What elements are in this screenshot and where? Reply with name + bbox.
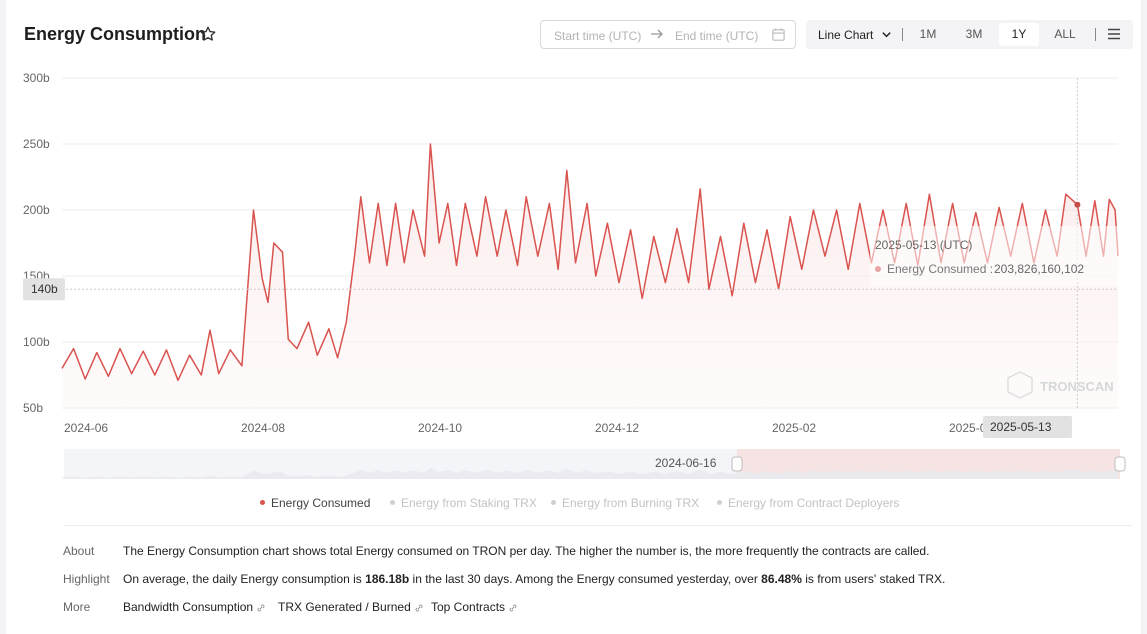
x-tick-label: 2024-12 bbox=[595, 421, 639, 435]
y-tick-label: 300b bbox=[23, 71, 50, 85]
zoom-minimap bbox=[62, 467, 1118, 479]
section-divider bbox=[64, 525, 1132, 526]
legend-dot bbox=[260, 500, 265, 506]
y-tick-label: 200b bbox=[23, 203, 50, 217]
series-area bbox=[62, 144, 1118, 408]
zoom-handle-left bbox=[731, 456, 743, 472]
x-tick-label: 2024-08 bbox=[241, 421, 285, 435]
range-button-1m[interactable]: 1M bbox=[919, 27, 937, 41]
legend-dot bbox=[717, 500, 722, 506]
toolbar-divider bbox=[1095, 28, 1096, 41]
chart-card: Energy Consumption Start time (UTC) End … bbox=[6, 0, 1141, 634]
toolbar-divider bbox=[902, 28, 903, 41]
legend-item[interactable]: Energy Consumed bbox=[260, 496, 370, 510]
link-icon bbox=[509, 604, 517, 612]
end-time-input[interactable]: End time (UTC) bbox=[675, 29, 759, 43]
range-button-1y[interactable]: 1Y bbox=[999, 23, 1039, 46]
series-line-energy-consumed bbox=[61, 143, 1119, 382]
legend-label: Energy from Burning TRX bbox=[562, 496, 700, 510]
x-tick-label: 2024-10 bbox=[418, 421, 462, 435]
about-label: About bbox=[63, 544, 95, 558]
legend-label: Energy from Contract Deployers bbox=[728, 496, 900, 510]
link-icon bbox=[257, 604, 265, 612]
crosshair-x-label: 2025-05-13 bbox=[990, 420, 1052, 434]
legend-label: Energy from Staking TRX bbox=[401, 496, 537, 510]
legend-item[interactable]: Energy from Contract Deployers bbox=[717, 496, 899, 510]
star-icon[interactable] bbox=[199, 25, 217, 43]
more-label: More bbox=[63, 600, 91, 614]
legend-item[interactable]: Energy from Staking TRX bbox=[390, 496, 537, 510]
highlight-part: On average, the daily Energy consumption… bbox=[123, 572, 366, 586]
chevron-down-icon[interactable] bbox=[881, 29, 892, 40]
link-label: TRX Generated / Burned bbox=[278, 600, 411, 614]
tooltip-series-name: Energy Consumed : bbox=[887, 262, 993, 276]
crosshair-x-badge bbox=[983, 416, 1072, 438]
legend-label: Energy Consumed bbox=[271, 496, 371, 510]
watermark-text: TRONSCAN bbox=[1040, 379, 1114, 394]
date-range-picker[interactable]: Start time (UTC) End time (UTC) bbox=[540, 20, 796, 49]
highlight-part: is from users' staked TRX. bbox=[801, 572, 946, 586]
tooltip-value: 203,826,160,102 bbox=[994, 262, 1084, 276]
y-tick-label: 50b bbox=[23, 401, 43, 415]
legend-dot bbox=[390, 500, 395, 506]
hover-point bbox=[1074, 201, 1081, 208]
x-tick-label: 2025-02 bbox=[772, 421, 816, 435]
link-trx-generated-burned[interactable]: TRX Generated / Burned bbox=[278, 600, 424, 614]
crosshair-y-label: 140b bbox=[31, 282, 58, 296]
avg-consumption-value: 186.18b bbox=[365, 572, 410, 586]
link-top-contracts[interactable]: Top Contracts bbox=[431, 600, 518, 614]
watermark-icon bbox=[1007, 371, 1033, 399]
link-label: Bandwidth Consumption bbox=[123, 600, 254, 614]
y-tick-label: 250b bbox=[23, 137, 50, 151]
arrow-right-icon bbox=[651, 29, 663, 39]
tooltip-dot bbox=[875, 266, 881, 272]
link-bandwidth-consumption[interactable]: Bandwidth Consumption bbox=[123, 600, 266, 614]
about-text: The Energy Consumption chart shows total… bbox=[123, 544, 930, 558]
menu-icon[interactable] bbox=[1107, 28, 1121, 40]
highlight-part: in the last 30 days. Among the Energy co… bbox=[409, 572, 762, 586]
calendar-icon[interactable] bbox=[771, 27, 786, 42]
range-button-3m[interactable]: 3M bbox=[965, 27, 983, 41]
range-button-all[interactable]: ALL bbox=[1054, 27, 1076, 41]
staked-share-value: 86.48% bbox=[761, 572, 802, 586]
chart-toolbar: Line Chart 1M 3M 1Y ALL bbox=[806, 20, 1133, 49]
page-title: Energy Consumption bbox=[24, 24, 207, 44]
link-icon bbox=[415, 604, 423, 612]
zoom-start-label: 2024-06-16 bbox=[655, 456, 717, 470]
chart-type-select[interactable]: Line Chart bbox=[818, 28, 874, 42]
tronscan-logo: TRONSCAN bbox=[1007, 371, 1114, 399]
x-tick-label: 2024-06 bbox=[64, 421, 108, 435]
x-tick-label: 2025-04 bbox=[949, 421, 993, 435]
link-label: Top Contracts bbox=[431, 600, 506, 614]
tooltip-box bbox=[870, 226, 1128, 286]
legend-item[interactable]: Energy from Burning TRX bbox=[551, 496, 699, 510]
start-time-input[interactable]: Start time (UTC) bbox=[554, 29, 642, 43]
y-tick-label: 100b bbox=[23, 335, 50, 349]
highlight-label: Highlight bbox=[63, 572, 110, 586]
highlight-text: On average, the daily Energy consumption… bbox=[123, 572, 945, 586]
tooltip-date: 2025-05-13 (UTC) bbox=[875, 238, 972, 252]
zoom-handle-right bbox=[1114, 456, 1126, 472]
crosshair-y-badge bbox=[23, 278, 65, 301]
legend-dot bbox=[551, 500, 556, 506]
